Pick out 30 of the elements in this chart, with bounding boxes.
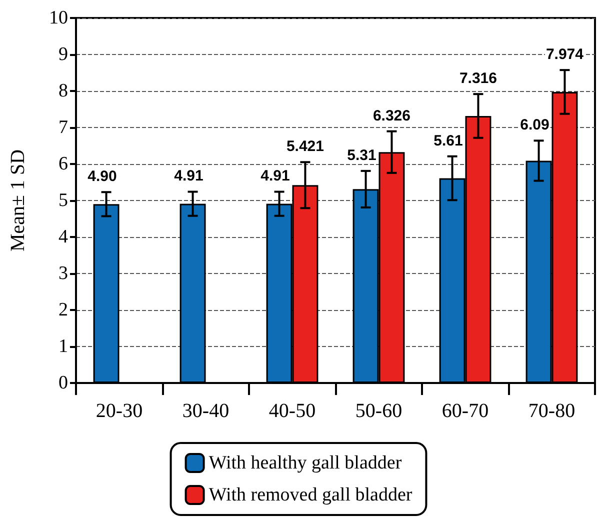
data-label: 4.91 (260, 168, 290, 185)
legend-label: With removed gall bladder (208, 484, 413, 506)
x-tick-label: 40-50 (268, 400, 316, 422)
x-tick-label: 50-60 (355, 400, 402, 422)
y-tick-label: 3 (58, 263, 68, 284)
x-tick-label: 20-30 (96, 400, 143, 422)
y-tick-label: 7 (58, 117, 68, 138)
data-label: 5.61 (434, 132, 463, 150)
y-tick-label: 4 (58, 226, 68, 248)
y-tick-label: 9 (58, 44, 68, 65)
y-tick-label: 1 (58, 336, 68, 357)
data-label: 6.326 (372, 107, 410, 124)
y-axis-title: Mean± 1 SD (7, 149, 29, 252)
data-label: 4.90 (88, 168, 117, 186)
x-tick-label: 30-40 (182, 400, 230, 422)
data-label: 6.09 (520, 116, 550, 134)
y-tick-label: 5 (58, 190, 68, 211)
y-tick-label: 2 (58, 300, 68, 320)
x-tick-label: 70-80 (528, 400, 576, 422)
data-label: 7.974 (546, 46, 584, 64)
x-tick-label: 60-70 (442, 400, 489, 422)
legend-label: With healthy gall bladder (208, 452, 402, 474)
data-label: 5.421 (286, 138, 324, 156)
y-tick-label: 0 (58, 372, 68, 394)
data-label: 7.316 (459, 70, 497, 88)
data-label: 5.31 (347, 146, 376, 164)
y-tick-label: 10 (49, 8, 68, 28)
y-tick-label: 6 (58, 154, 68, 174)
data-label: 4.91 (174, 168, 204, 185)
y-tick-label: 8 (58, 80, 68, 102)
